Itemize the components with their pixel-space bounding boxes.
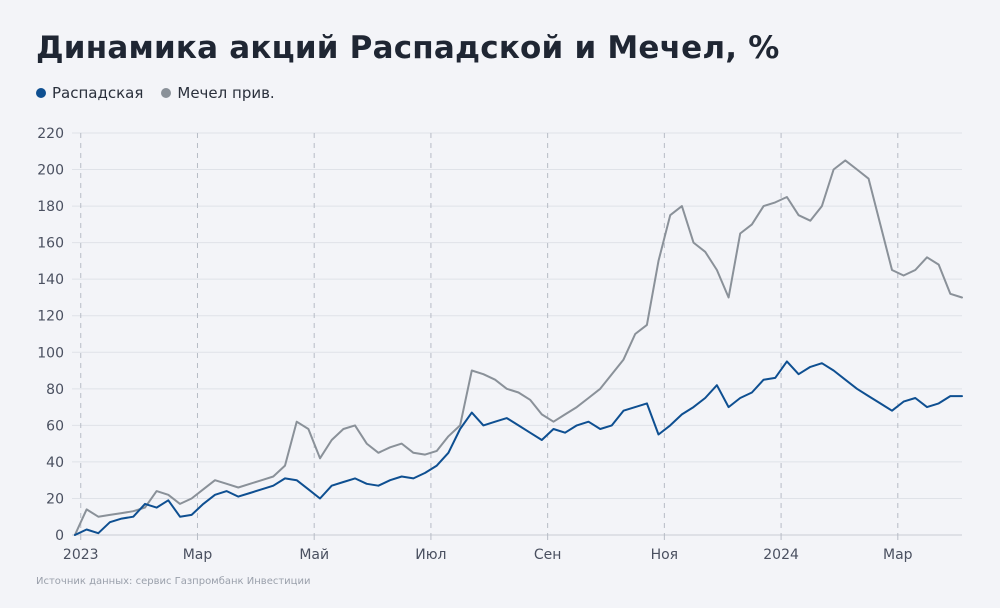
- y-tick-label: 120: [37, 309, 64, 325]
- series-line-raspadskaya: [73, 360, 963, 536]
- x-tick-label: 2024: [763, 547, 799, 563]
- y-tick-label: 80: [46, 382, 64, 398]
- x-tick-label: Мар: [883, 547, 913, 563]
- legend-marker-raspadskaya: [36, 88, 46, 98]
- legend-item-mechel: Мечел прив.: [161, 84, 275, 102]
- legend-label-mechel: Мечел прив.: [177, 84, 275, 102]
- y-tick-label: 220: [37, 126, 64, 142]
- y-tick-label: 160: [37, 236, 64, 252]
- x-tick-label: Июл: [415, 547, 446, 563]
- legend-marker-mechel: [161, 88, 172, 98]
- legend-label-raspadskaya: Распадская: [52, 84, 144, 102]
- legend-item-raspadskaya: Распадская: [36, 84, 143, 102]
- source-note: Источник данных: сервис Газпромбанк Инве…: [36, 576, 311, 587]
- y-tick-label: 200: [37, 163, 64, 179]
- x-tick-label: Май: [299, 547, 329, 563]
- x-tick-label: Сен: [534, 547, 562, 563]
- x-tick-label: 2023: [63, 547, 99, 563]
- legend: Распадская Мечел прив.: [36, 84, 275, 102]
- y-tick-label: 0: [55, 528, 64, 544]
- x-tick-label: Мар: [183, 547, 213, 563]
- y-tick-label: 100: [37, 345, 64, 361]
- y-tick-label: 180: [37, 199, 64, 215]
- y-tick-label: 60: [46, 418, 64, 434]
- y-tick-label: 20: [46, 491, 64, 507]
- y-tick-label: 140: [37, 272, 64, 288]
- x-tick-label: Ноя: [651, 547, 679, 563]
- chart-title: Динамика акций Распадской и Мечел, %: [36, 30, 780, 66]
- y-tick-label: 40: [46, 455, 64, 471]
- series-line-mechel: [73, 159, 963, 536]
